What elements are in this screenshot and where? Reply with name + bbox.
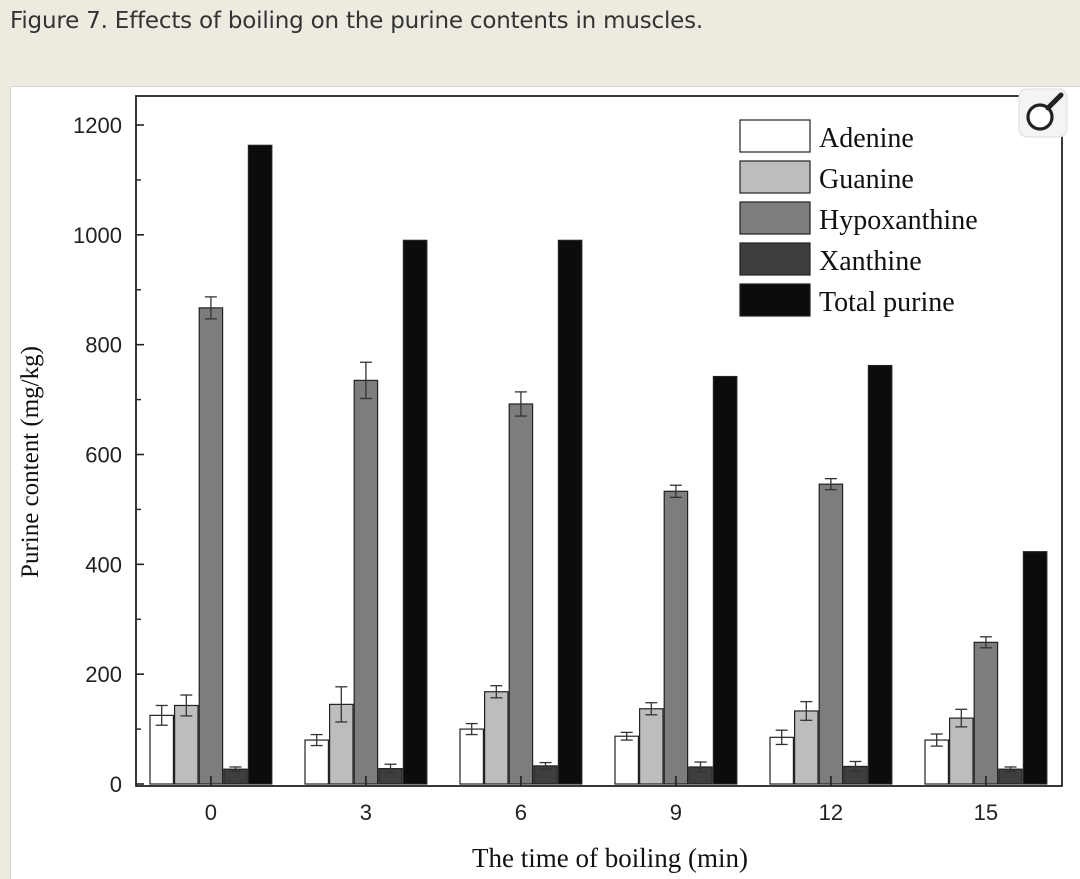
y-tick-label: 0 (110, 772, 122, 797)
legend-label: Total purine (819, 287, 955, 318)
legend-label: Guanine (819, 164, 914, 195)
bar (614, 735, 639, 785)
bar (973, 641, 999, 785)
plot-frame (135, 95, 1063, 787)
bar (712, 375, 738, 785)
bar (402, 239, 428, 785)
legend: Adenine Guanine Hypoxanthine Xanthine Total … (739, 119, 978, 318)
bar (484, 691, 509, 785)
legend-swatch (739, 283, 811, 317)
y-tick-label: 400 (85, 552, 122, 577)
bar (353, 379, 379, 785)
x-tick-label: 12 (819, 800, 843, 825)
x-axis: 0 3 6 9 12 15 (205, 776, 998, 825)
y-axis: 0 200 400 600 800 1000 1200 (73, 113, 144, 797)
legend-swatch (739, 160, 811, 194)
legend-label: Hypoxanthine (819, 205, 978, 236)
bar (793, 710, 819, 785)
y-tick-label: 600 (85, 443, 122, 468)
x-tick-label: 15 (974, 800, 998, 825)
bar (174, 704, 199, 785)
zoom-button[interactable] (1018, 88, 1068, 138)
bar (557, 239, 583, 785)
figure-caption: Figure 7. Effects of boiling on the puri… (10, 8, 703, 34)
bar (638, 708, 664, 785)
bar (304, 739, 329, 785)
bar (508, 403, 534, 785)
x-tick-label: 3 (360, 800, 372, 825)
legend-swatch (739, 201, 811, 235)
bar (663, 490, 689, 785)
y-tick-label: 1200 (73, 113, 122, 138)
legend-label: Xanthine (819, 246, 922, 277)
x-axis-label: The time of boiling (min) (472, 843, 748, 873)
y-tick-label: 200 (85, 662, 122, 687)
y-axis-label: Purine content (mg/kg) (17, 346, 44, 578)
bar (948, 717, 974, 785)
bar (247, 144, 273, 785)
bar-layer (149, 144, 1048, 785)
x-tick-label: 9 (670, 800, 682, 825)
y-tick-label: 1000 (73, 223, 122, 248)
x-tick-label: 0 (205, 800, 217, 825)
bar (459, 728, 484, 785)
bar (818, 483, 844, 785)
bar (198, 307, 224, 785)
legend-swatch (739, 119, 811, 153)
legend-label: Adenine (819, 123, 914, 154)
magnifier-icon (1018, 88, 1068, 138)
y-tick-label: 800 (85, 333, 122, 358)
bar (867, 364, 893, 785)
legend-swatch (739, 242, 811, 276)
x-tick-label: 6 (515, 800, 527, 825)
bar (1022, 551, 1048, 785)
